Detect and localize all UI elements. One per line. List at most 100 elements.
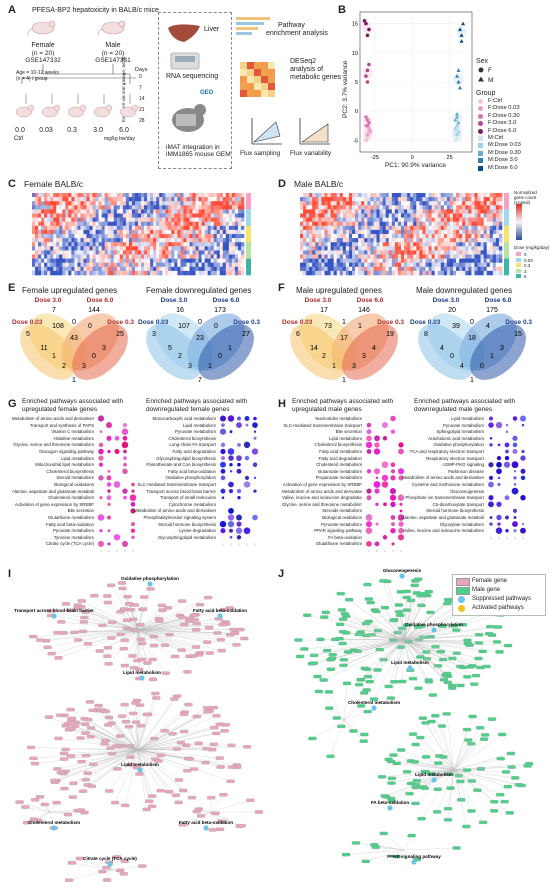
heatmap-cell: [101, 234, 105, 239]
heatmap-cell: [213, 250, 218, 255]
network-edge: [403, 639, 453, 689]
heatmap-cell: [361, 246, 365, 251]
heatmap-cell: [162, 258, 166, 263]
heatmap-cell: [183, 254, 187, 259]
heatmap-cell: [119, 193, 124, 198]
gene-node: [129, 666, 139, 670]
network-edge: [137, 749, 177, 796]
heatmap-cell: [86, 250, 90, 255]
heatmap-cell: [309, 238, 313, 243]
gene-node: [384, 684, 393, 689]
heatmap-cell: [141, 217, 145, 222]
heatmap-cell: [59, 262, 63, 268]
h-down-dots: [488, 415, 527, 539]
gene-node: [177, 648, 186, 652]
heatmap-cell: [446, 209, 451, 214]
heatmap-cell: [367, 209, 371, 214]
heatmap-cell: [385, 258, 390, 263]
enrichment-dot: [513, 476, 517, 480]
network-edge: [115, 749, 139, 803]
heatmap-cell: [134, 205, 139, 210]
heatmap-cell: [379, 234, 383, 239]
gene-node: [205, 625, 214, 630]
heatmap-cell: [333, 217, 338, 222]
heatmap-cell: [144, 217, 148, 222]
heatmap-cell: [318, 217, 322, 222]
dose-label: 3.0: [93, 127, 103, 134]
heatmap-cell: [342, 242, 347, 247]
heatmap-cell: [128, 221, 133, 227]
heatmap-icon-cell: [240, 62, 247, 69]
network-edge: [360, 639, 405, 680]
heatmap-cell: [303, 225, 307, 231]
heatmap-cell: [342, 221, 347, 227]
heatmap-cell: [443, 262, 448, 268]
heatmap-cell: [410, 262, 414, 268]
network-edge: [403, 639, 434, 696]
heatmap-cell: [370, 238, 374, 243]
gene-node: [338, 630, 348, 634]
heatmap-cell: [370, 266, 374, 272]
heatmap-cell: [74, 254, 78, 259]
heatmap-cell: [180, 238, 184, 243]
heatmap-cell: [474, 238, 478, 243]
heatmap-cell: [327, 262, 331, 268]
heatmap-cell: [177, 205, 181, 210]
heatmap-cell: [370, 234, 374, 239]
heatmap-cell: [104, 197, 109, 202]
gene-node: [433, 787, 442, 791]
heatmap-cell: [177, 254, 181, 259]
gene-node: [47, 651, 56, 656]
heatmap-cell: [324, 229, 328, 235]
heatmap-cell: [47, 225, 51, 231]
heatmap-cell: [348, 225, 353, 231]
heatmap-cell: [431, 246, 435, 251]
heatmap-cell: [38, 205, 42, 210]
gene-node: [75, 856, 85, 861]
heatmap-cell: [468, 197, 472, 202]
heatmap-cell: [153, 266, 157, 272]
enrichment-dot: [131, 522, 135, 527]
heatmap-cell: [453, 234, 457, 239]
heatmap-cell: [324, 221, 328, 227]
venn-count: 4: [372, 345, 376, 352]
heatmap-cell: [348, 262, 353, 268]
venn-count: 0: [480, 363, 484, 370]
heatmap-cell: [431, 229, 435, 235]
heatmap-cell: [168, 217, 172, 222]
heatmap-cell: [83, 250, 87, 255]
heatmap-cell: [92, 221, 96, 227]
venn-count: 0: [72, 319, 76, 326]
heatmap-cell: [44, 242, 48, 247]
enrichment-dot: [398, 448, 404, 455]
heatmap-cell: [56, 242, 60, 247]
heatmap-cell: [201, 270, 205, 276]
heatmap-cell: [177, 250, 181, 255]
network-edge: [137, 629, 190, 657]
enrichment-dot: [399, 502, 403, 506]
heatmap-cell: [489, 266, 494, 272]
gene-node: [209, 742, 218, 747]
heatmap-cell: [68, 246, 72, 251]
gene-node: [43, 645, 52, 649]
y-tick-label: 15: [352, 22, 358, 28]
heatmap-cell: [56, 221, 60, 227]
heatmap-cell: [234, 242, 239, 247]
heatmap-cell: [92, 209, 96, 214]
heatmap-cell: [404, 193, 408, 198]
network-edge: [393, 620, 405, 641]
heatmap-cell: [413, 270, 417, 276]
heatmap-cell: [168, 201, 172, 206]
heatmap-cell: [101, 254, 105, 259]
heatmap-cell: [195, 250, 199, 255]
network-edge: [54, 749, 139, 783]
heatmap-cell: [336, 246, 341, 251]
heatmap-cell: [449, 270, 454, 276]
heatmap-cell: [306, 217, 310, 222]
heatmap-cell: [180, 209, 184, 214]
heatmap-cell: [104, 262, 109, 268]
heatmap-cell: [147, 209, 151, 214]
dose-group-bar: [504, 229, 509, 235]
enrichment-dot: [220, 448, 226, 455]
heatmap-cell: [234, 250, 239, 255]
